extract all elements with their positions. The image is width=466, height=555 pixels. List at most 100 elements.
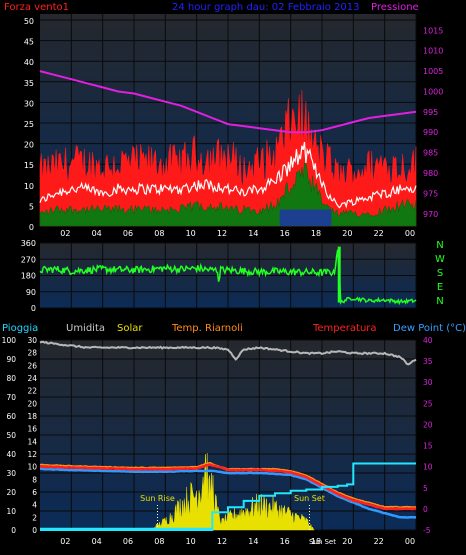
y-right-tick-label: -5 [423, 526, 431, 535]
x-tick-label: 16 [280, 537, 290, 546]
x-tick-label: 04 [92, 229, 102, 238]
x-tick-label: 18 [311, 229, 321, 238]
y-tick-label: 10 [24, 182, 34, 191]
y-tick-label: 70 [6, 393, 16, 402]
y-right-tick-label: 970 [423, 210, 438, 219]
solar-area [148, 452, 315, 531]
y-inner-tick-label: 8 [32, 475, 37, 484]
y-right-tick-label: 5 [423, 484, 428, 493]
y-tick-label: 50 [6, 431, 16, 440]
x-tick-label: 14 [248, 229, 258, 238]
y-tick-label: 20 [6, 488, 16, 497]
temperature-line [39, 463, 417, 511]
sunset-axis-label: Sun Set [309, 538, 336, 546]
pressure-line [39, 70, 417, 134]
y-tick-label: 10 [6, 507, 16, 516]
y-tick-label: 50 [24, 17, 34, 26]
y-inner-tick-label: 22 [27, 387, 37, 396]
y-tick-label: 45 [24, 38, 34, 47]
x-tick-label: 04 [92, 537, 102, 546]
y-right-tick-label: 35 [423, 357, 433, 366]
wind-bar-block [279, 209, 332, 226]
chart-title: 24 hour graph dau: 02 Febbraio 2013 [172, 2, 360, 13]
y-inner-tick-label: 28 [27, 349, 37, 358]
pressure-label: Pressione [371, 2, 419, 13]
x-tick-label: 20 [342, 229, 352, 238]
y-tick-label: 90 [6, 355, 16, 364]
y-inner-tick-label: 4 [32, 501, 37, 510]
sunset-label: Sun Set [294, 494, 325, 503]
wind-average-line [39, 141, 417, 209]
y-tick-label: 15 [24, 161, 34, 170]
y-inner-tick-label: 30 [27, 336, 37, 345]
humidity-label: Umidita [66, 323, 105, 334]
compass-letter: W [435, 254, 445, 265]
y-right-tick-label: 1000 [423, 87, 443, 96]
x-tick-label: 12 [217, 229, 227, 238]
x-tick-label: 14 [248, 537, 258, 546]
compass-letter: N [436, 296, 443, 307]
temp-inside-label: Temp. Riarnoli [171, 323, 243, 334]
temperature-label: Temperatura [312, 323, 377, 334]
y-tick-label: 5 [29, 202, 34, 211]
x-tick-label: 22 [374, 229, 384, 238]
y-inner-tick-label: 20 [27, 399, 37, 408]
dewpoint-line [39, 467, 417, 519]
x-tick-label: 00 [405, 229, 415, 238]
y-tick-label: 0 [11, 526, 16, 535]
x-tick-label: 08 [154, 229, 164, 238]
marks-layer: 0510152025303540455097097598098599099510… [2, 17, 445, 546]
x-tick-label: 22 [374, 537, 384, 546]
y-right-tick-label: 25 [423, 399, 433, 408]
y-tick-label: 80 [6, 374, 16, 383]
y-inner-tick-label: 0 [32, 526, 37, 535]
humidity-line [39, 340, 417, 366]
y-inner-tick-label: 2 [32, 513, 37, 522]
x-tick-label: 02 [60, 229, 70, 238]
y-tick-label: 0 [31, 304, 36, 313]
y-inner-tick-label: 14 [27, 437, 37, 446]
x-tick-label: 06 [123, 537, 133, 546]
rain-label: Pioggia [2, 323, 38, 334]
y-right-tick-label: 1005 [423, 67, 443, 76]
x-tick-label: 00 [405, 537, 415, 546]
y-right-tick-label: 20 [423, 420, 433, 429]
y-tick-label: 180 [21, 272, 36, 281]
y-tick-label: 25 [24, 120, 34, 129]
y-inner-tick-label: 16 [27, 425, 37, 434]
compass-letter: E [437, 282, 443, 293]
y-tick-label: 100 [2, 336, 17, 345]
y-tick-label: 30 [24, 99, 34, 108]
y-tick-label: 60 [6, 412, 16, 421]
y-inner-tick-label: 6 [32, 488, 37, 497]
x-tick-label: 06 [123, 229, 133, 238]
y-right-tick-label: 15 [423, 442, 433, 451]
y-right-tick-label: 40 [423, 336, 433, 345]
sunrise-label: Sun Rise [140, 494, 175, 503]
y-right-tick-label: 985 [423, 149, 438, 158]
y-inner-tick-label: 24 [27, 374, 37, 383]
y-right-tick-label: 10 [423, 463, 433, 472]
wind-direction-line [39, 249, 417, 306]
x-tick-label: 18 [311, 537, 321, 546]
y-right-tick-label: 995 [423, 108, 438, 117]
x-tick-label: 08 [154, 537, 164, 546]
y-tick-label: 20 [24, 141, 34, 150]
y-right-tick-label: 990 [423, 128, 438, 137]
y-tick-label: 90 [26, 288, 36, 297]
y-inner-tick-label: 26 [27, 361, 37, 370]
y-tick-label: 30 [6, 469, 16, 478]
x-tick-label: 20 [342, 537, 352, 546]
y-tick-label: 35 [24, 79, 34, 88]
solar-label: Solar [117, 323, 143, 334]
y-right-tick-label: 1010 [423, 47, 443, 56]
y-right-tick-label: 1015 [423, 26, 443, 35]
y-tick-label: 270 [21, 255, 36, 264]
x-tick-label: 10 [186, 229, 196, 238]
dewpoint-label: Dew Point (°C) [393, 323, 466, 334]
wind-left-label: Forza vento1 [4, 2, 69, 13]
y-right-tick-label: 975 [423, 189, 438, 198]
y-tick-label: 40 [6, 450, 16, 459]
